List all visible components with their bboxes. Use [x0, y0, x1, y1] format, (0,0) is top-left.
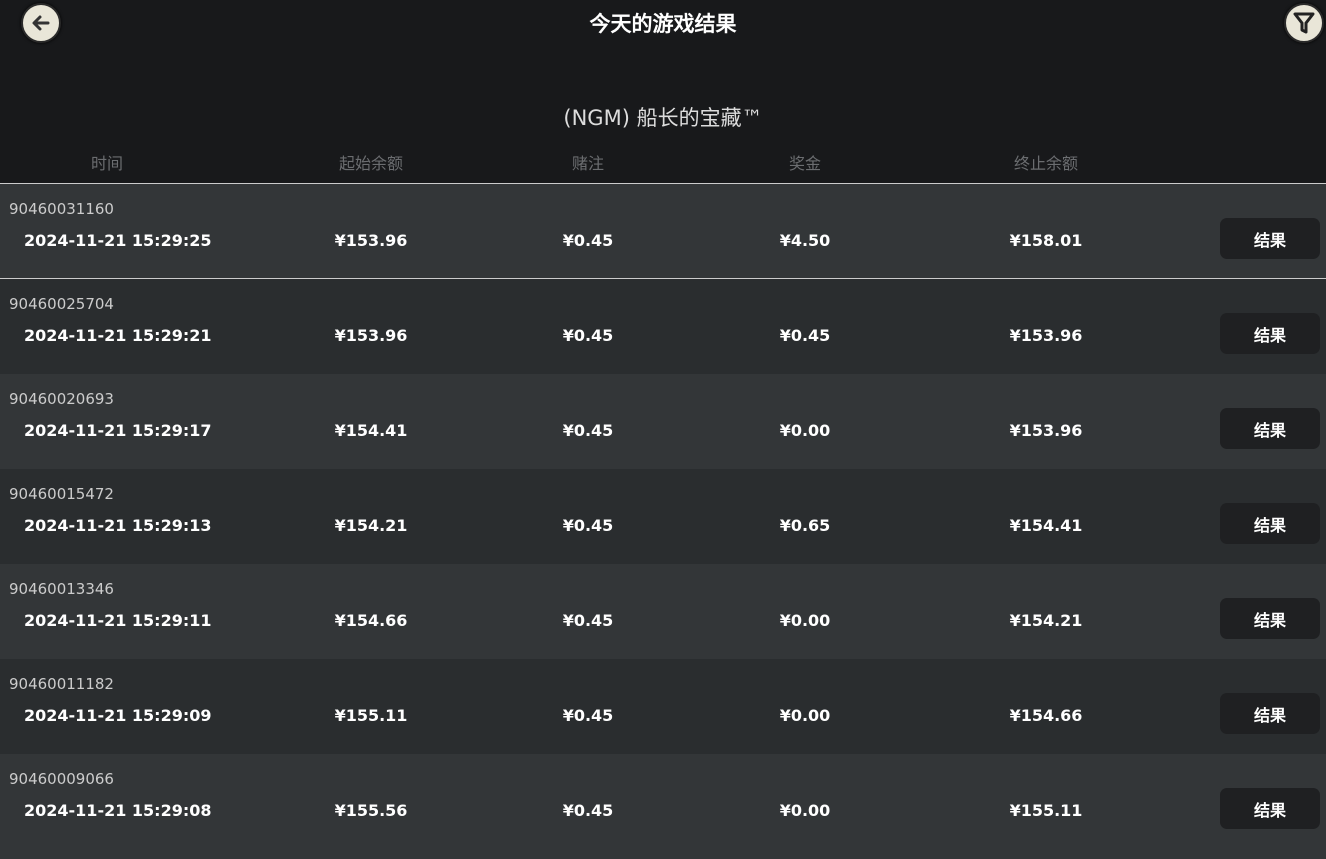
table-header: 时间 起始余额 赌注 奖金 终止余额 [0, 150, 1326, 173]
page-title: 今天的游戏结果 [589, 12, 737, 36]
start-balance: ¥155.11 [334, 706, 408, 725]
bet: ¥0.45 [562, 801, 614, 820]
table-row: 90460009066 2024-11-21 15:29:08 ¥155.56 … [0, 754, 1326, 849]
round-id: 90460011182 [9, 675, 114, 693]
result-button[interactable]: 结果 [1220, 788, 1320, 829]
game-name: (NGM) 船长的宝藏™ [563, 106, 763, 130]
start-balance: ¥154.21 [334, 516, 408, 535]
end-balance: ¥158.01 [1009, 231, 1083, 250]
bet: ¥0.45 [562, 611, 614, 630]
end-balance: ¥155.11 [1009, 801, 1083, 820]
bet: ¥0.45 [562, 421, 614, 440]
round-id: 90460009066 [9, 770, 114, 788]
header: 今天的游戏结果 (NGM) 船长的宝藏™ 时间 起始余额 赌注 奖金 终止余额 [0, 0, 1326, 184]
start-balance: ¥155.56 [334, 801, 408, 820]
start-balance: ¥154.66 [334, 611, 408, 630]
end-balance: ¥154.41 [1009, 516, 1083, 535]
end-balance: ¥153.96 [1009, 421, 1083, 440]
result-button[interactable]: 结果 [1220, 503, 1320, 544]
round-time: 2024-11-21 15:29:13 [24, 516, 212, 535]
end-balance: ¥153.96 [1009, 326, 1083, 345]
bet: ¥0.45 [562, 516, 614, 535]
start-balance: ¥154.41 [334, 421, 408, 440]
end-balance: ¥154.21 [1009, 611, 1083, 630]
filter-button[interactable] [1284, 3, 1324, 43]
round-id: 90460025704 [9, 295, 114, 313]
round-time: 2024-11-21 15:29:17 [24, 421, 212, 440]
round-time: 2024-11-21 15:29:11 [24, 611, 212, 630]
start-balance: ¥153.96 [334, 231, 408, 250]
table-row: 90460011182 2024-11-21 15:29:09 ¥155.11 … [0, 659, 1326, 754]
arrow-left-icon [32, 15, 50, 31]
col-win: 奖金 [788, 154, 822, 173]
round-time: 2024-11-21 15:29:21 [24, 326, 212, 345]
table-row: 90460015472 2024-11-21 15:29:13 ¥154.21 … [0, 469, 1326, 564]
win: ¥0.00 [779, 421, 831, 440]
win: ¥4.50 [779, 231, 831, 250]
table-row-partial [0, 849, 1326, 859]
result-button[interactable]: 结果 [1220, 598, 1320, 639]
filter-icon [1293, 12, 1315, 34]
round-id: 90460020693 [9, 390, 114, 408]
results-list: 90460031160 2024-11-21 15:29:25 ¥153.96 … [0, 184, 1326, 849]
round-id: 90460013346 [9, 580, 114, 598]
end-balance: ¥154.66 [1009, 706, 1083, 725]
win: ¥0.65 [779, 516, 831, 535]
win: ¥0.45 [779, 326, 831, 345]
win: ¥0.00 [779, 611, 831, 630]
table-row: 90460020693 2024-11-21 15:29:17 ¥154.41 … [0, 374, 1326, 469]
table-row: 90460013346 2024-11-21 15:29:11 ¥154.66 … [0, 564, 1326, 659]
round-id: 90460015472 [9, 485, 114, 503]
result-button[interactable]: 结果 [1220, 408, 1320, 449]
round-time: 2024-11-21 15:29:25 [24, 231, 212, 250]
table-row: 90460031160 2024-11-21 15:29:25 ¥153.96 … [0, 184, 1326, 279]
round-id: 90460031160 [9, 200, 114, 218]
round-time: 2024-11-21 15:29:08 [24, 801, 212, 820]
win: ¥0.00 [779, 706, 831, 725]
win: ¥0.00 [779, 801, 831, 820]
result-button[interactable]: 结果 [1220, 693, 1320, 734]
col-start-balance: 起始余额 [338, 154, 404, 173]
col-end-balance: 终止余额 [1013, 154, 1079, 173]
round-time: 2024-11-21 15:29:09 [24, 706, 212, 725]
col-time: 时间 [90, 154, 124, 173]
start-balance: ¥153.96 [334, 326, 408, 345]
bet: ¥0.45 [562, 231, 614, 250]
table-row: 90460025704 2024-11-21 15:29:21 ¥153.96 … [0, 279, 1326, 374]
result-button[interactable]: 结果 [1220, 218, 1320, 259]
bet: ¥0.45 [562, 706, 614, 725]
result-button[interactable]: 结果 [1220, 313, 1320, 354]
bet: ¥0.45 [562, 326, 614, 345]
back-button[interactable] [21, 3, 61, 43]
col-bet: 赌注 [571, 154, 605, 173]
